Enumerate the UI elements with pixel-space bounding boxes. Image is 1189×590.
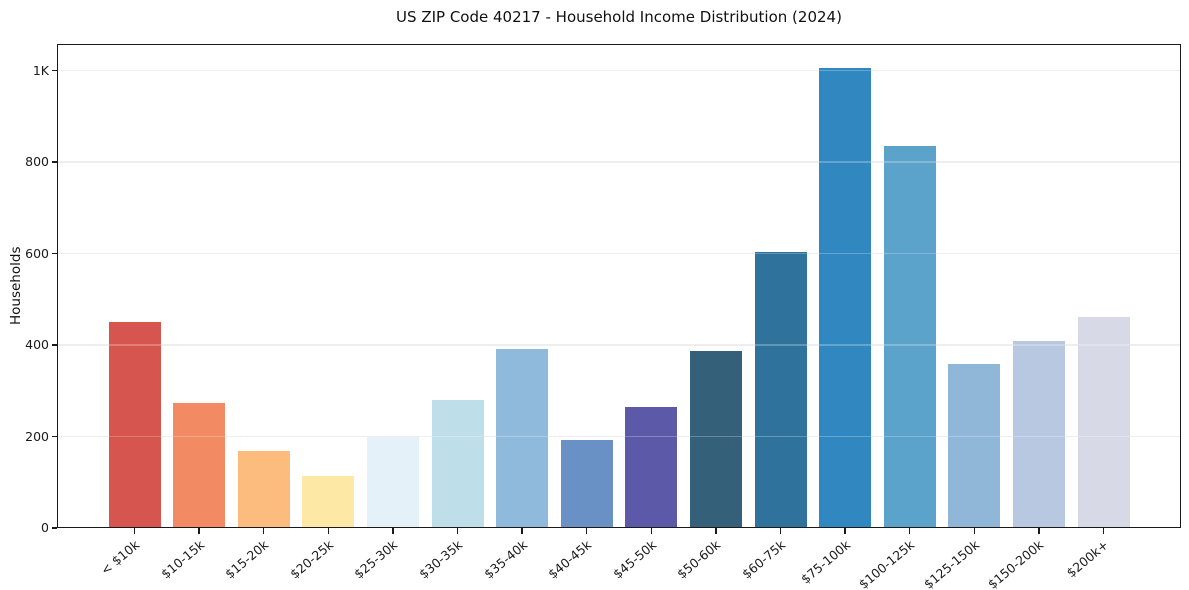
x-tick-mark	[650, 528, 653, 534]
bar	[173, 402, 226, 528]
x-tick-label: $30-35k	[416, 537, 466, 582]
gridline-overlay	[57, 69, 1181, 72]
x-tick-mark	[198, 528, 200, 534]
gridline	[57, 344, 1181, 346]
y-tick-label: 0	[41, 520, 49, 535]
gridline-overlay	[57, 435, 1181, 438]
x-tick-mark	[262, 528, 265, 534]
x-tick-label: < $10k	[97, 537, 143, 578]
x-tick-mark	[392, 528, 394, 534]
bar	[496, 348, 549, 528]
x-tick-label: $125-150k	[920, 537, 982, 590]
y-tick-label: 1K	[32, 62, 49, 78]
y-tick-mark	[51, 344, 57, 346]
x-tick-mark	[585, 528, 588, 534]
x-tick-label: $100-125k	[856, 537, 918, 590]
x-tick-mark	[1038, 528, 1040, 534]
y-tick-label: 600	[25, 245, 49, 261]
x-tick-mark	[327, 528, 330, 534]
x-tick-mark	[908, 528, 911, 534]
x-tick-label: $200k+	[1063, 537, 1112, 581]
bar	[366, 436, 419, 528]
plot-area	[57, 44, 1181, 528]
y-tick-mark	[51, 161, 57, 163]
x-tick-mark	[456, 528, 459, 534]
x-tick-label: $15-20k	[222, 537, 272, 582]
y-tick-mark	[51, 252, 57, 255]
x-tick-mark	[1102, 528, 1105, 534]
bar	[302, 475, 355, 528]
y-tick-mark	[51, 69, 57, 72]
x-tick-label: $40-45k	[545, 537, 595, 582]
y-tick-mark	[51, 435, 57, 438]
x-tick-mark	[779, 528, 782, 534]
gridline-overlay	[57, 252, 1181, 255]
x-tick-label: $45-50k	[609, 537, 659, 582]
x-tick-mark	[521, 528, 523, 534]
y-axis-label: Households	[8, 246, 24, 326]
bar	[819, 68, 872, 528]
bar	[625, 406, 678, 528]
x-tick-label: $60-75k	[739, 537, 789, 582]
y-tick-label: 200	[25, 428, 49, 444]
x-tick-label: $150-200k	[985, 537, 1047, 590]
x-tick-mark	[715, 528, 717, 534]
x-tick-label: $35-40k	[480, 537, 530, 582]
bar	[431, 399, 484, 528]
y-tick-mark	[51, 527, 57, 529]
gridline-overlay	[57, 161, 1181, 163]
x-tick-mark	[133, 528, 136, 534]
gridline	[57, 69, 1181, 72]
y-tick-label: 800	[25, 154, 49, 170]
bar	[1012, 340, 1065, 528]
x-tick-label: $20-25k	[286, 537, 336, 582]
bar	[689, 351, 742, 528]
bar	[560, 439, 613, 528]
bar	[883, 145, 936, 528]
x-tick-label: $50-60k	[674, 537, 724, 582]
gridline	[57, 252, 1181, 255]
x-tick-mark	[973, 528, 976, 534]
bar	[108, 322, 161, 528]
bar	[237, 451, 290, 528]
gridline	[57, 435, 1181, 438]
gridline-overlay	[57, 344, 1181, 346]
gridline	[57, 161, 1181, 163]
x-tick-label: $75-100k	[797, 537, 853, 587]
x-tick-mark	[844, 528, 846, 534]
chart-title: US ZIP Code 40217 - Household Income Dis…	[396, 8, 842, 26]
x-tick-label: $25-30k	[351, 537, 401, 582]
y-tick-label: 400	[25, 337, 49, 352]
bar	[1077, 316, 1130, 528]
x-tick-label: $10-15k	[157, 537, 207, 582]
bar	[948, 363, 1001, 528]
bar	[754, 251, 807, 528]
